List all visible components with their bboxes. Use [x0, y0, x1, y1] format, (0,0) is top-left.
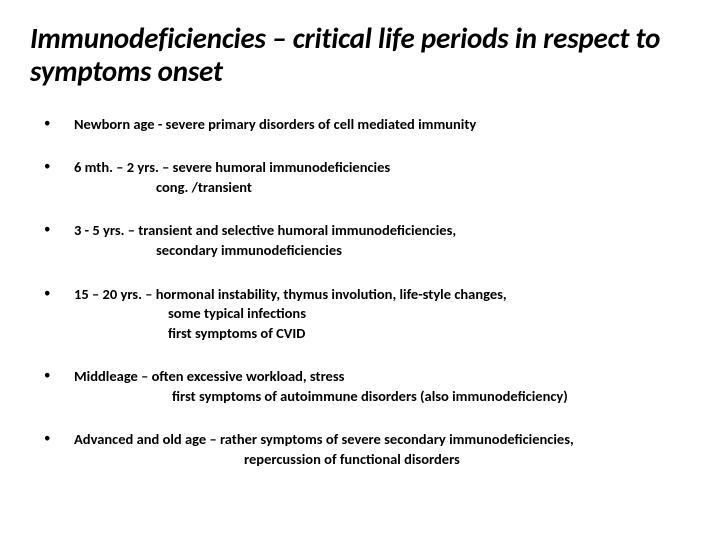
bullet-continuation: some typical infections: [74, 304, 690, 324]
slide: { "title": "Immunodeficiencies – critica…: [0, 0, 720, 540]
bullet-continuation: first symptoms of CVID: [74, 324, 690, 344]
bullet-text: Advanced and old age – rather symptoms o…: [74, 430, 574, 448]
bullet-text: 15 – 20 yrs. – hormonal instability, thy…: [74, 285, 507, 303]
list-item: 6 mth. – 2 yrs. – severe humoral immunod…: [44, 158, 690, 197]
list-item: 3 - 5 yrs. – transient and selective hum…: [44, 221, 690, 260]
bullet-continuation: secondary immunodeficiencies: [74, 241, 690, 261]
list-item: 15 – 20 yrs. – hormonal instability, thy…: [44, 285, 690, 344]
bullet-text: 3 - 5 yrs. – transient and selective hum…: [74, 221, 456, 239]
bullet-text: 6 mth. – 2 yrs. – severe humoral immunod…: [74, 158, 390, 176]
list-item: Advanced and old age – rather symptoms o…: [44, 430, 690, 469]
bullet-continuation: repercussion of functional disorders: [74, 450, 690, 470]
bullet-continuation: cong. /transient: [74, 178, 690, 198]
list-item: Newborn age - severe primary disorders o…: [44, 115, 690, 135]
slide-title: Immunodeficiencies – critical life perio…: [30, 22, 690, 89]
bullet-continuation: first symptoms of autoimmune disorders (…: [74, 387, 690, 407]
bullet-text: Newborn age - severe primary disorders o…: [74, 115, 476, 133]
bullet-text: Middleage – often excessive workload, st…: [74, 367, 344, 385]
list-item: Middleage – often excessive workload, st…: [44, 367, 690, 406]
bullet-list: Newborn age - severe primary disorders o…: [30, 115, 690, 470]
